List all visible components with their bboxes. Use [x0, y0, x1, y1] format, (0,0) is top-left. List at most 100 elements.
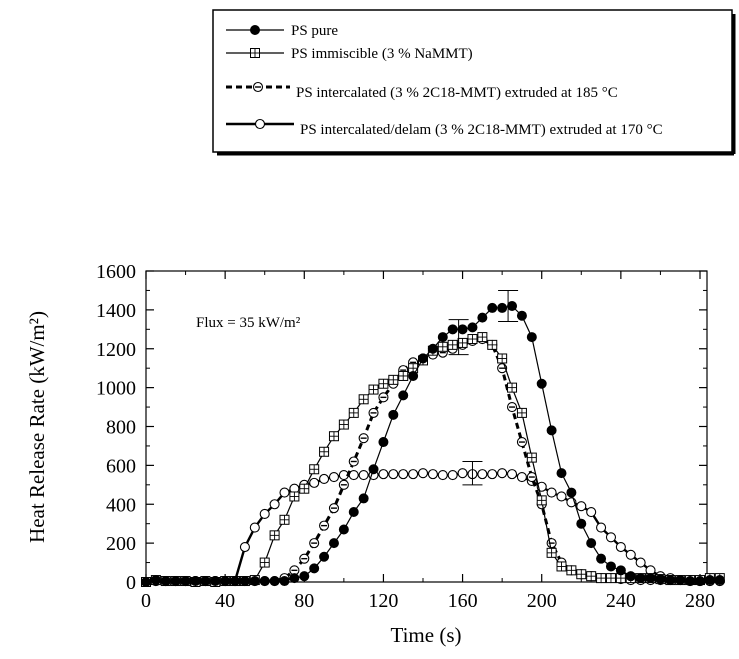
marker-filled-circle [279, 576, 290, 587]
marker-open-circle [378, 469, 389, 480]
marker-filled-circle [170, 576, 181, 587]
marker-open-circle [328, 471, 340, 483]
marker-filled-circle [714, 575, 725, 586]
errorbar-layer [448, 289, 519, 486]
marker-filled-circle [259, 576, 270, 587]
legend-frame [212, 9, 733, 153]
marker-filled-circle [220, 576, 231, 587]
marker-filled-circle [338, 524, 349, 535]
marker-filled-circle [141, 577, 151, 587]
marker-open-circle [576, 501, 587, 512]
marker-open-circle [447, 470, 458, 481]
marker-filled-circle [507, 300, 518, 311]
x-tick-label: 200 [527, 590, 557, 612]
marker-filled-circle [398, 390, 409, 401]
y-tick-label: 1600 [96, 261, 136, 283]
y-tick-label: 1200 [96, 339, 136, 361]
x-tick-label: 160 [448, 590, 478, 612]
marker-filled-circle [685, 576, 696, 587]
marker-filled-circle [378, 437, 389, 448]
marker-filled-circle [566, 487, 577, 498]
marker-filled-circle [665, 575, 676, 586]
marker-open-circle [506, 469, 518, 480]
marker-filled-circle [180, 576, 191, 587]
marker-filled-circle [467, 322, 478, 333]
marker-filled-circle [516, 310, 527, 321]
marker-open-circle [388, 469, 399, 480]
series-line [145, 336, 720, 583]
marker-filled-circle [615, 565, 626, 576]
marker-open-circle [497, 468, 508, 479]
flux-annotation: Flux = 35 kW/m² [196, 315, 301, 331]
y-tick-label: 0 [126, 572, 136, 594]
marker-filled-circle [160, 576, 171, 587]
marker-filled-circle [368, 464, 379, 475]
y-tick-label: 800 [106, 417, 136, 439]
marker-open-circle [239, 541, 250, 553]
x-axis-title: Time (s) [391, 623, 462, 647]
marker-open-circle [408, 469, 419, 480]
marker-open-circle [457, 468, 468, 479]
marker-open-circle [477, 469, 488, 480]
marker-filled-circle [625, 571, 636, 582]
marker-open-circle [279, 487, 290, 498]
marker-open-circle [249, 522, 260, 533]
marker-filled-circle [645, 573, 656, 584]
marker-open-circle [427, 469, 438, 480]
marker-filled-circle [408, 370, 419, 381]
marker-filled-circle [348, 507, 359, 518]
marker-filled-circle [437, 332, 448, 343]
marker-filled-circle [249, 576, 260, 587]
y-tick-label: 400 [106, 494, 136, 516]
marker-filled-circle [704, 575, 715, 586]
marker-open-circle [635, 557, 646, 568]
series-3 [140, 468, 725, 588]
marker-open-circle [487, 469, 498, 480]
x-tick-label: 240 [606, 590, 636, 612]
marker-filled-circle [655, 574, 666, 585]
marker-filled-circle [695, 576, 705, 587]
series-1 [141, 332, 725, 587]
axes: 0 40 80 120 160 200 240 280 0 200 400 600 800 1000 120… [96, 261, 715, 612]
marker-filled-circle [447, 324, 458, 335]
marker-filled-circle [230, 576, 241, 587]
marker-filled-circle [250, 25, 260, 35]
legend-label: PS pure [291, 23, 338, 39]
x-tick-label: 80 [294, 590, 314, 612]
marker-open-circle [259, 508, 270, 520]
y-tick-label: 1000 [96, 378, 136, 400]
marker-filled-circle [358, 493, 369, 504]
marker-filled-circle [477, 312, 488, 323]
marker-filled-circle [210, 576, 221, 587]
marker-filled-circle [675, 575, 686, 586]
marker-filled-circle [418, 353, 428, 364]
flux-annotation-text: Flux = 35 kW/m² [196, 315, 301, 331]
marker-filled-circle [526, 332, 537, 343]
legend-label: PS intercalated/delam (3 % 2C18-MMT) ext… [300, 122, 663, 138]
marker-open-circle [605, 532, 617, 543]
marker-open-circle [319, 473, 330, 485]
marker-filled-circle [497, 302, 508, 313]
marker-filled-circle [546, 425, 557, 436]
series-line [145, 337, 720, 584]
marker-filled-circle [388, 409, 399, 420]
legend-label: PS immiscible (3 % NaMMT) [291, 46, 473, 62]
marker-open-circle [516, 471, 527, 483]
series-line [145, 471, 720, 584]
marker-filled-circle [328, 538, 339, 549]
marker-open-circle [586, 506, 597, 518]
marker-filled-circle [635, 573, 646, 584]
x-tick-label: 120 [368, 590, 398, 612]
y-axis-title: Heat Release Rate (kW/m²) [25, 311, 49, 543]
marker-open-circle [556, 491, 567, 502]
marker-filled-circle [309, 563, 320, 574]
y-tick-label: 1400 [96, 300, 136, 322]
marker-filled-circle [457, 324, 468, 335]
marker-open-circle [596, 522, 607, 533]
marker-filled-circle [239, 576, 250, 587]
marker-filled-circle [200, 576, 211, 587]
series-layer [140, 300, 725, 588]
legend: PS pure PS immiscible (3 % NaMMT) PS inter… [212, 9, 736, 156]
series-0 [141, 300, 725, 587]
